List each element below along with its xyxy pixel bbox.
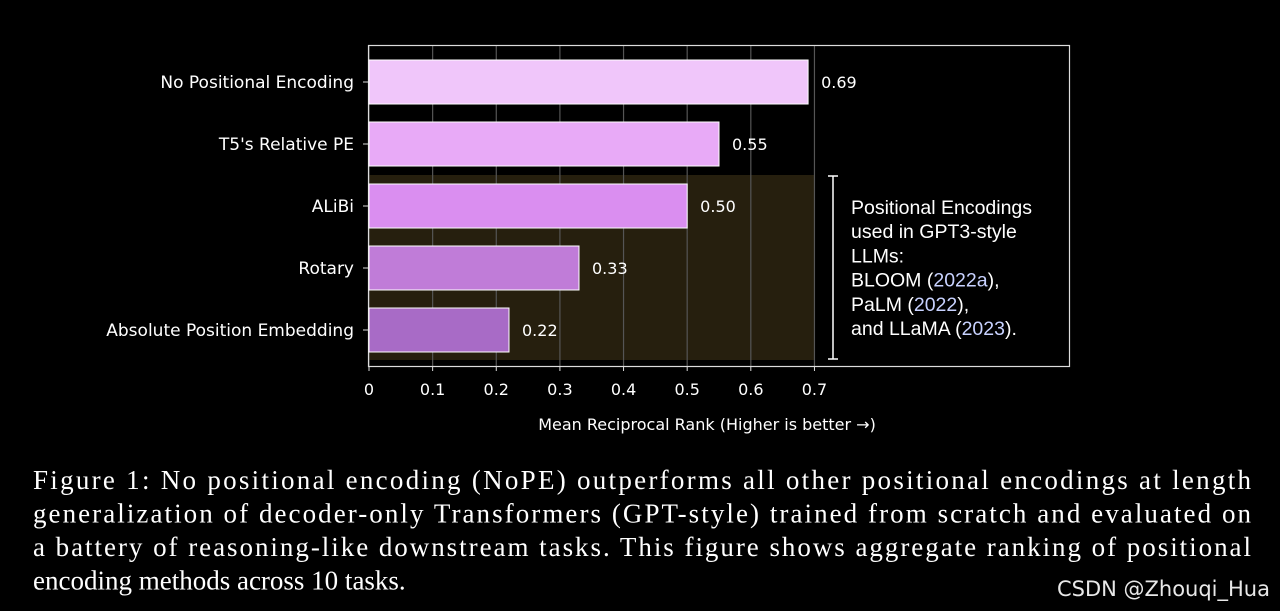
annotation-text: and LLaMA ( (851, 318, 962, 340)
annotation-line: BLOOM (2022a), (851, 270, 1000, 292)
annotation-text: used in GPT3-style (851, 221, 1017, 243)
value-label: 0.50 (700, 197, 736, 216)
value-label: 0.33 (592, 259, 628, 278)
citation: 2022a (933, 270, 987, 292)
x-tick-label: 0.6 (738, 380, 763, 399)
x-axis-label: Mean Reciprocal Rank (Higher is better →… (538, 415, 876, 434)
value-label: 0.22 (522, 321, 558, 340)
bar (368, 59, 809, 105)
annotation-text: ). (1005, 318, 1017, 340)
y-tick-label: Absolute Position Embedding (106, 321, 354, 341)
x-tick-label: 0.1 (420, 380, 445, 399)
annotation-text: PaLM ( (851, 294, 914, 316)
annotation-text: ), (988, 270, 1000, 292)
bar (368, 245, 580, 291)
citation: 2022 (914, 294, 957, 316)
annotation-line: used in GPT3-style (851, 221, 1017, 243)
caption-line: a battery of reasoning-like downstream t… (33, 532, 1251, 562)
annotation-text: Positional Encodings (851, 197, 1032, 219)
x-tick-label: 0.2 (484, 380, 509, 399)
x-tick-label: 0 (364, 380, 374, 399)
value-label: 0.55 (732, 135, 768, 154)
y-tick-label: ALiBi (312, 197, 354, 217)
watermark: CSDN @Zhouqi_Hua (1057, 577, 1270, 602)
x-tick-label: 0.7 (802, 380, 827, 399)
x-tick-label: 0.4 (611, 380, 636, 399)
axes-frame (367, 44, 1071, 368)
x-tick-label: 0.5 (674, 380, 699, 399)
y-tick-label: No Positional Encoding (160, 73, 354, 93)
annotation-text: ), (957, 294, 969, 316)
annotation-line: LLMs: (851, 245, 904, 267)
annotation-line: and LLaMA (2023). (851, 318, 1017, 340)
bar (368, 183, 688, 229)
y-tick-label: T5's Relative PE (218, 135, 354, 155)
bar (368, 307, 510, 353)
annotation-line: PaLM (2022), (851, 294, 969, 316)
caption-line: generalization of decoder-only Transform… (33, 499, 1252, 529)
value-label: 0.69 (821, 73, 857, 92)
y-tick-label: Rotary (298, 259, 354, 279)
caption-line: encoding methods across 10 tasks. (33, 566, 406, 596)
annotation-text: LLMs: (851, 245, 904, 267)
x-tick-label: 0.3 (547, 380, 572, 399)
citation: 2023 (962, 318, 1005, 340)
caption-line: Figure 1: No positional encoding (NoPE) … (33, 465, 1251, 495)
annotation-line: Positional Encodings (851, 197, 1032, 219)
bracket (828, 175, 838, 360)
annotation-text: BLOOM ( (851, 270, 934, 292)
bar (368, 121, 720, 167)
